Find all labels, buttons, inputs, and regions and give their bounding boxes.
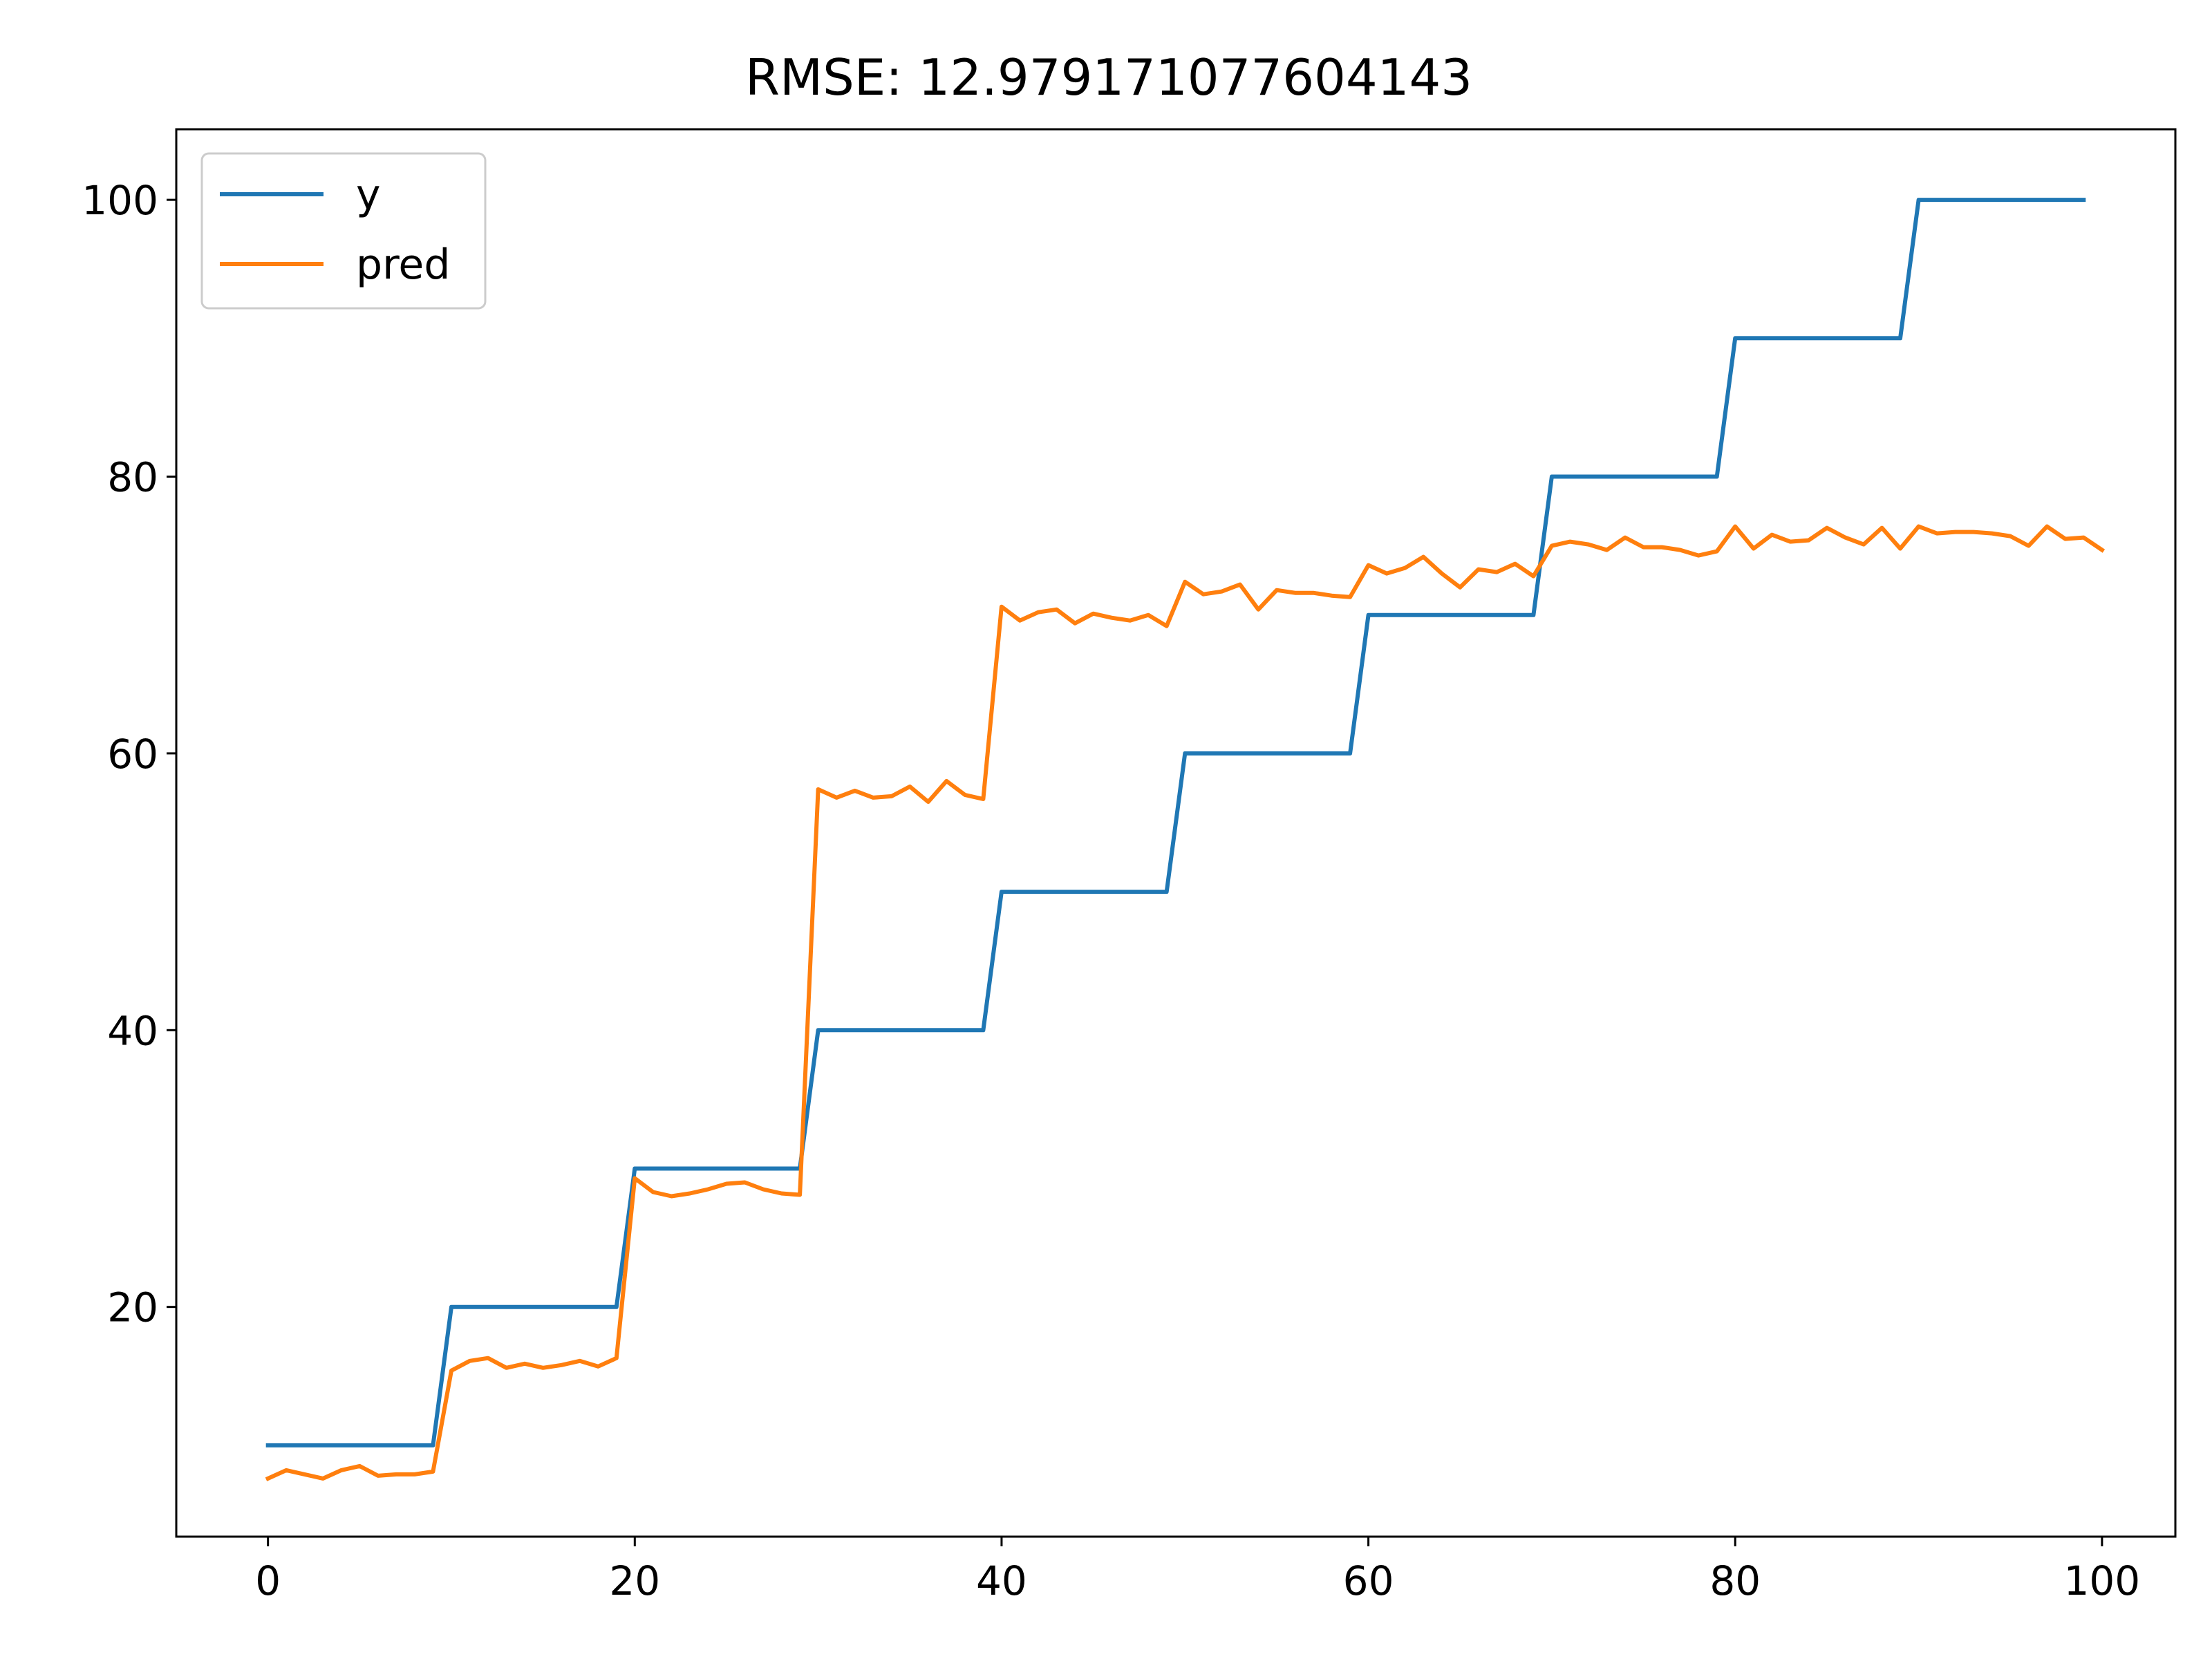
legend: y pred xyxy=(200,152,487,310)
x-tick-label: 80 xyxy=(1709,1557,1761,1604)
series-line-y xyxy=(265,198,2086,1447)
y-tick-label: 20 xyxy=(107,1284,158,1331)
x-tick-label: 60 xyxy=(1343,1557,1394,1604)
legend-label-pred: pred xyxy=(356,241,450,289)
plot-area-frame xyxy=(175,128,2177,1538)
x-tick-label: 0 xyxy=(255,1557,281,1604)
y-tick-label: 60 xyxy=(107,731,158,778)
x-axis: 0 20 40 60 80 100 xyxy=(255,1537,2140,1604)
x-tick-label: 40 xyxy=(976,1557,1027,1604)
y-tick-label: 40 xyxy=(107,1007,158,1054)
chart-title: RMSE: 12.979171077604143 xyxy=(745,48,1472,106)
series-layer xyxy=(265,198,2106,1481)
legend-label-y: y xyxy=(356,171,381,219)
x-tick-label: 100 xyxy=(2064,1557,2141,1604)
y-axis: 20 40 60 80 100 xyxy=(82,177,176,1331)
y-tick-label: 80 xyxy=(107,453,158,500)
y-tick-label: 100 xyxy=(82,177,158,224)
x-tick-label: 20 xyxy=(609,1557,660,1604)
series-line-pred xyxy=(265,524,2106,1481)
